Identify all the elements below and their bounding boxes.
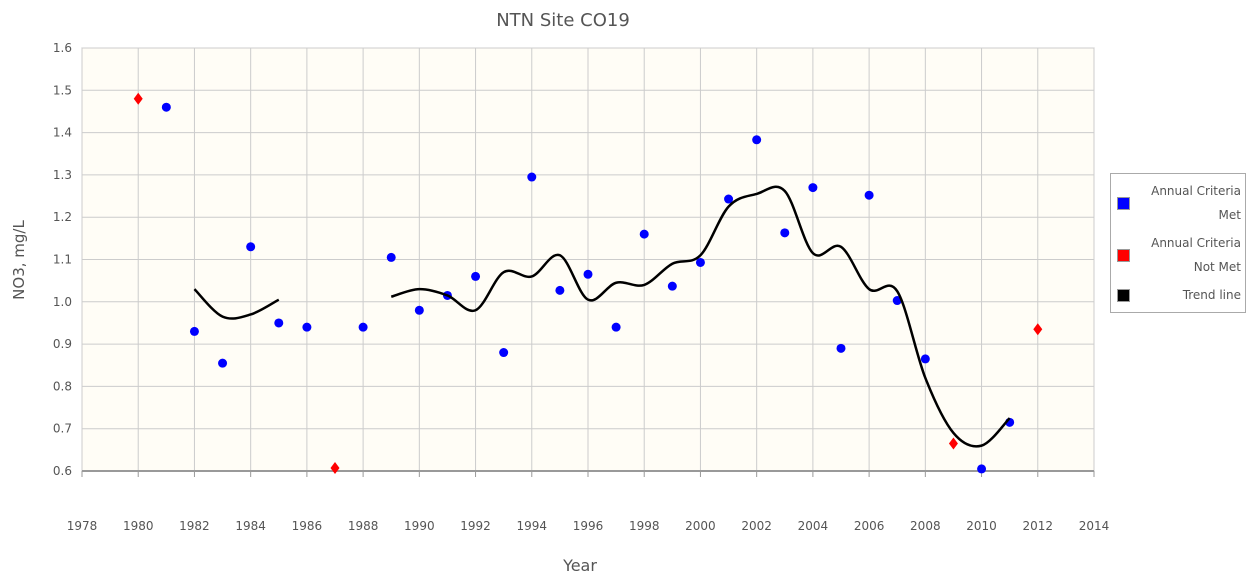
y-tick-label: 1.4 [53,126,72,140]
point [133,92,143,105]
y-tick-label: 1.6 [53,41,72,55]
y-tick-label: 1.0 [53,295,72,309]
y-tick-label: 0.6 [53,464,72,478]
point [555,285,565,295]
x-tick-label: 2004 [798,519,829,533]
point [274,318,284,328]
point [724,194,734,204]
x-tick-label: 1990 [404,519,435,533]
chart-title: NTN Site CO19 [496,10,630,31]
point [471,271,481,281]
x-tick-label: 2006 [854,519,885,533]
x-tick-label: 1984 [235,519,266,533]
point [611,322,621,332]
point [920,354,930,364]
point [1033,323,1043,336]
y-tick-label: 1.5 [53,83,72,97]
point [667,281,677,291]
point [948,437,958,450]
x-tick-label: 1982 [179,519,210,533]
x-tick-label: 2014 [1079,519,1110,533]
x-tick-label: 1978 [67,519,98,533]
y-tick-label: 1.3 [53,168,72,182]
x-tick-label: 1994 [517,519,548,533]
point [218,358,228,368]
legend-label: Annual Criteria Not Met [1151,236,1241,274]
y-tick-label: 1.1 [53,253,72,267]
point [527,172,537,182]
legend: Annual Criteria Met Annual Criteria Not M… [1110,173,1246,313]
x-tick-label: 2000 [685,519,716,533]
legend-item[interactable]: Trend line [1111,281,1245,309]
legend-label: Annual Criteria Met [1151,184,1241,222]
legend-label: Trend line [1182,288,1241,302]
y-tick-label: 0.8 [53,379,72,393]
point [780,228,790,238]
x-tick-label: 1986 [292,519,323,533]
point [977,464,987,474]
legend-item[interactable]: Annual Criteria Not Met [1111,229,1245,281]
point [302,322,312,332]
point [161,102,171,112]
point [583,269,593,279]
point [189,326,199,336]
x-tick-label: 1992 [460,519,491,533]
y-tick-label: 0.9 [53,337,72,351]
point [246,242,256,252]
point [808,183,818,193]
x-tick-label: 2008 [910,519,941,533]
point [330,462,340,475]
legend-item[interactable]: Annual Criteria Met [1111,177,1245,229]
point [695,257,705,267]
x-tick-label: 2010 [966,519,997,533]
legend-swatch [1117,196,1130,210]
x-tick-label: 1980 [123,519,154,533]
y-axis-title: NO3, mg/L [10,220,28,300]
point [358,322,368,332]
x-tick-label: 1988 [348,519,379,533]
x-tick-label: 2012 [1023,519,1054,533]
x-tick-label: 1998 [629,519,660,533]
point [499,348,509,358]
x-tick-label: 1996 [573,519,604,533]
y-tick-label: 0.7 [53,422,72,436]
trend-line [193,185,1011,448]
point [836,343,846,353]
point [386,252,396,262]
point [752,135,762,145]
legend-swatch [1117,248,1130,262]
legend-swatch [1117,288,1130,302]
point [864,190,874,200]
point [639,229,649,239]
y-tick-label: 1.2 [53,210,72,224]
x-tick-label: 2002 [741,519,772,533]
x-axis-title: Year [562,556,597,575]
point [414,305,424,315]
